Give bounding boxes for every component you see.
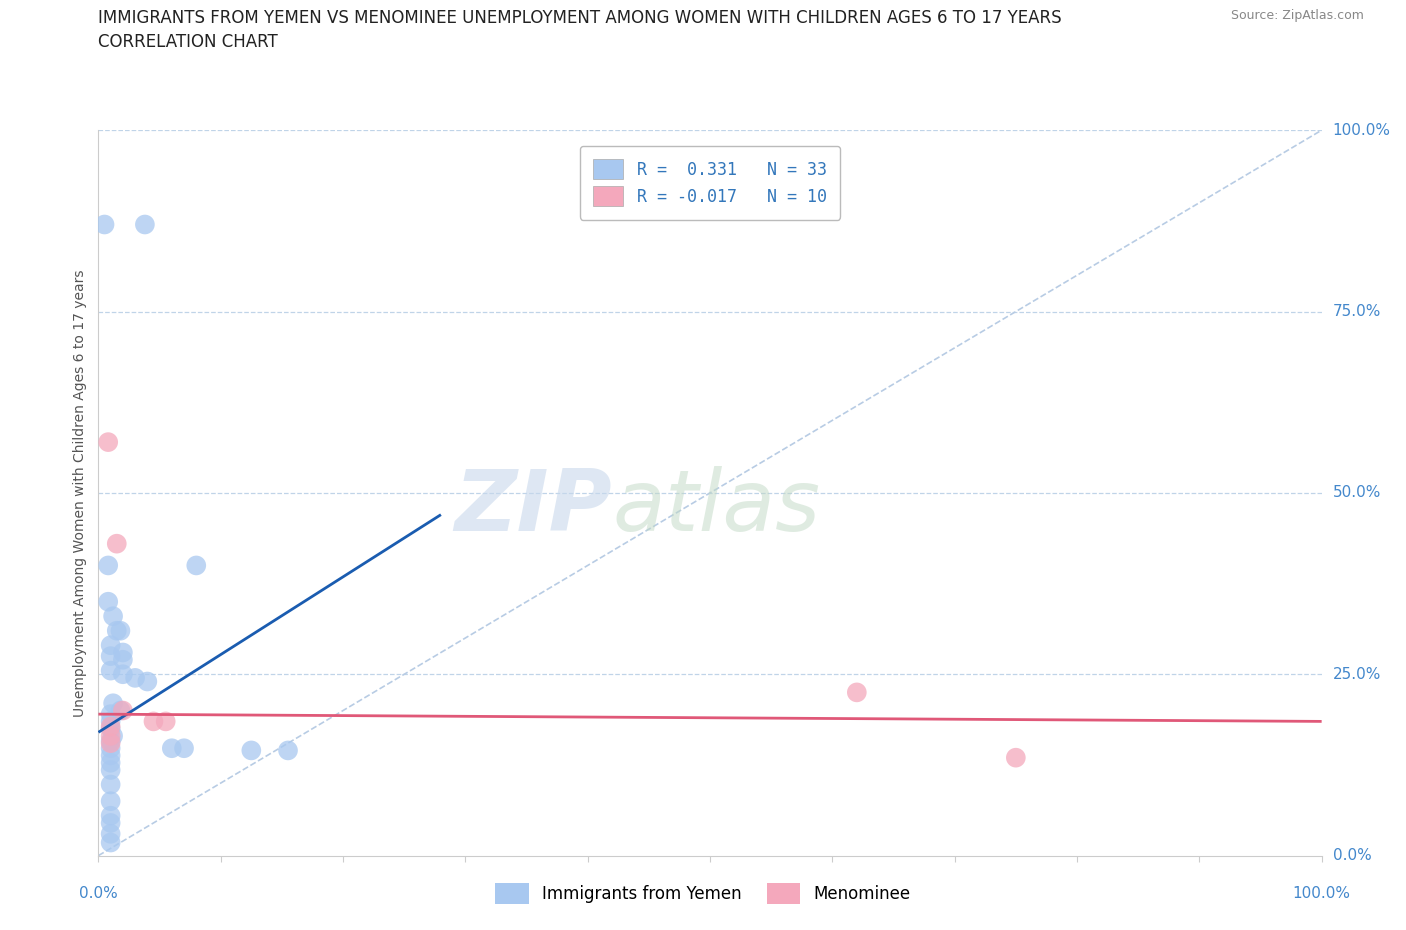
Point <box>100 663 122 678</box>
Text: 75.0%: 75.0% <box>1333 304 1381 319</box>
Point <box>110 703 132 718</box>
Text: 100.0%: 100.0% <box>1292 886 1351 901</box>
Point <box>100 638 122 653</box>
Point <box>97 434 120 449</box>
Text: 25.0%: 25.0% <box>1333 667 1381 682</box>
Point <box>97 594 120 609</box>
Text: 0.0%: 0.0% <box>79 886 118 901</box>
Y-axis label: Unemployment Among Women with Children Ages 6 to 17 years: Unemployment Among Women with Children A… <box>73 269 87 717</box>
Point <box>100 816 122 830</box>
Point <box>100 794 122 809</box>
Text: 100.0%: 100.0% <box>1333 123 1391 138</box>
Point <box>101 696 124 711</box>
Text: Source: ZipAtlas.com: Source: ZipAtlas.com <box>1230 9 1364 22</box>
Point <box>155 714 177 729</box>
Point <box>100 808 122 823</box>
Point <box>100 649 122 664</box>
Point <box>111 703 134 718</box>
Point <box>136 674 159 689</box>
Point <box>93 217 115 232</box>
Point <box>160 741 183 756</box>
Point <box>100 741 122 756</box>
Point <box>100 755 122 770</box>
Point <box>100 763 122 777</box>
Point <box>277 743 299 758</box>
Text: IMMIGRANTS FROM YEMEN VS MENOMINEE UNEMPLOYMENT AMONG WOMEN WITH CHILDREN AGES 6: IMMIGRANTS FROM YEMEN VS MENOMINEE UNEMP… <box>98 9 1062 27</box>
Legend: R =  0.331   N = 33, R = -0.017   N = 10: R = 0.331 N = 33, R = -0.017 N = 10 <box>581 146 839 219</box>
Point <box>134 217 156 232</box>
Point <box>101 728 124 743</box>
Point <box>105 623 128 638</box>
Point <box>124 671 146 685</box>
Text: atlas: atlas <box>612 466 820 549</box>
Text: CORRELATION CHART: CORRELATION CHART <box>98 33 278 50</box>
Point <box>100 722 122 737</box>
Point <box>1004 751 1026 765</box>
Point <box>101 609 124 624</box>
Point <box>100 835 122 850</box>
Point <box>142 714 165 729</box>
Text: 0.0%: 0.0% <box>1333 848 1371 863</box>
Point <box>100 714 122 729</box>
Point <box>845 684 868 699</box>
Point <box>97 558 120 573</box>
Point <box>186 558 208 573</box>
Point <box>100 827 122 842</box>
Text: 50.0%: 50.0% <box>1333 485 1381 500</box>
Point <box>111 645 134 660</box>
Point <box>105 537 128 551</box>
Point <box>110 623 132 638</box>
Point <box>100 707 122 722</box>
Point <box>100 734 122 749</box>
Point <box>100 736 122 751</box>
Point <box>100 748 122 763</box>
Point <box>100 777 122 792</box>
Point <box>111 652 134 667</box>
Point <box>111 667 134 682</box>
Legend: Immigrants from Yemen, Menominee: Immigrants from Yemen, Menominee <box>482 870 924 917</box>
Point <box>173 741 195 756</box>
Point <box>100 728 122 743</box>
Point <box>240 743 263 758</box>
Text: ZIP: ZIP <box>454 466 612 549</box>
Point <box>100 719 122 734</box>
